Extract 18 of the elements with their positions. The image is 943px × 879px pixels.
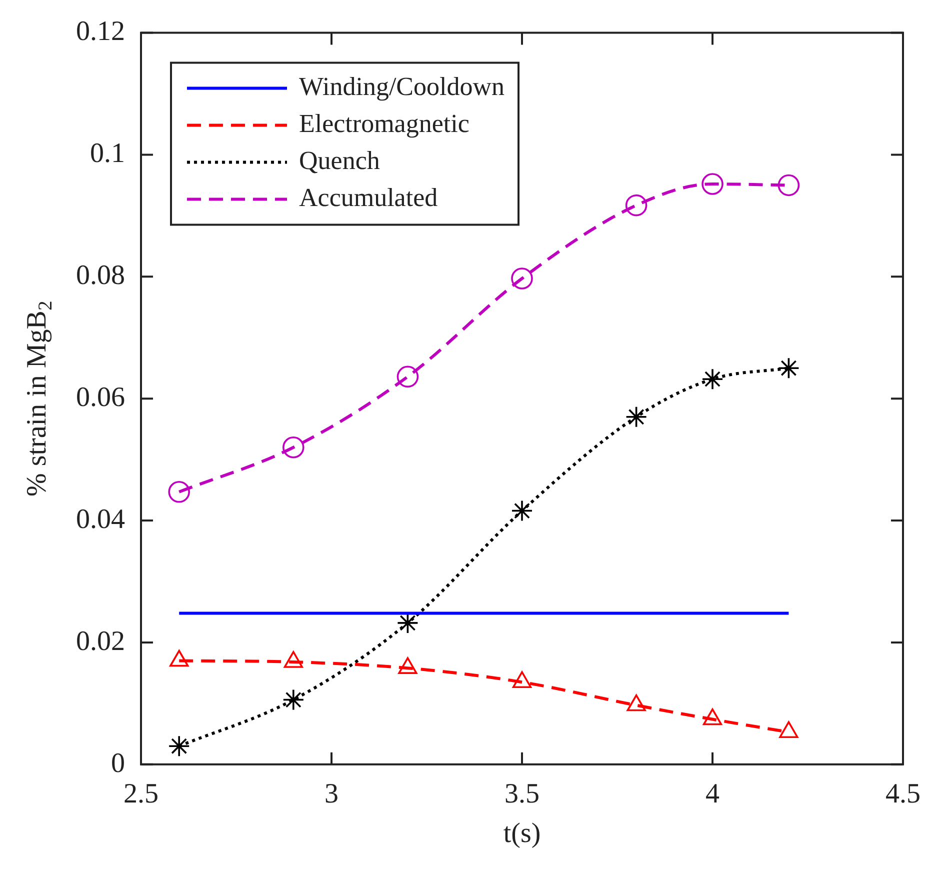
x-tick-label: 3.5: [504, 778, 540, 810]
x-tick-label: 3: [324, 778, 338, 810]
y-tick-label: 0: [111, 748, 125, 779]
y-tick-label: 0.1: [90, 138, 125, 170]
legend-label: Electromagnetic: [299, 109, 470, 138]
y-tick-label: 0.02: [76, 626, 125, 657]
y-tick-label: 0.12: [76, 16, 125, 48]
x-axis-title: t(s): [503, 818, 541, 849]
legend-label: Accumulated: [299, 183, 438, 212]
x-tick-label: 2.5: [124, 778, 158, 810]
y-tick-label: 0.06: [76, 382, 125, 413]
y-tick-label: 0.04: [76, 504, 125, 535]
y-axis-title: % strain in MgB2: [21, 300, 57, 496]
x-tick-label: 4: [706, 778, 720, 810]
legend-label: Quench: [299, 146, 380, 176]
legend-label: Winding/Cooldown: [299, 72, 505, 102]
y-tick-label: 0.08: [76, 260, 125, 292]
x-tick-label: 4.5: [886, 778, 920, 810]
